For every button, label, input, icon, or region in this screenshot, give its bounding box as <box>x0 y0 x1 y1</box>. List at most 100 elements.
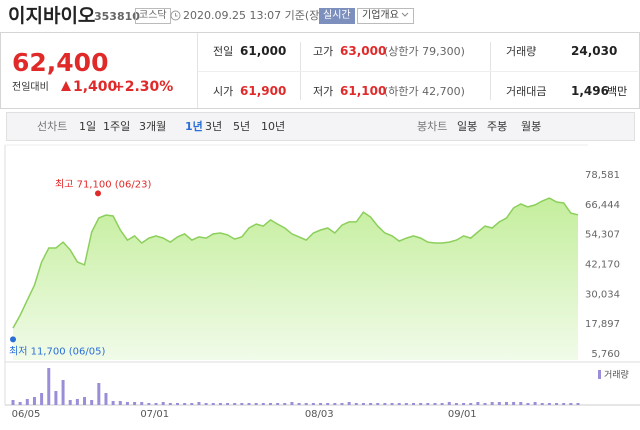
volume-legend-icon <box>598 370 601 379</box>
volume-bar <box>40 393 44 405</box>
range-button[interactable]: 10년 <box>261 120 286 133</box>
cell-label: 시가 <box>213 85 234 98</box>
clock-icon <box>170 10 181 21</box>
cell-label: 고가 <box>313 45 334 58</box>
company-dropdown[interactable]: 기업개요 <box>357 8 414 24</box>
volume-bar <box>61 380 65 405</box>
volume-bar <box>240 403 244 405</box>
x-tick-label: 08/03 <box>305 409 334 420</box>
volume-bar <box>340 403 344 405</box>
volume-bar <box>118 401 122 405</box>
volume-bar <box>297 403 301 405</box>
volume-bar <box>154 403 158 405</box>
cell-unit: 백만 <box>607 85 628 98</box>
divider <box>197 33 198 108</box>
change-rate: +2.30% <box>113 79 174 95</box>
cell-note: (하한가 42,700) <box>384 85 465 98</box>
volume-bar <box>254 403 258 405</box>
volume-bar <box>276 403 280 405</box>
cell-note: (상한가 79,300) <box>384 45 465 58</box>
range-button[interactable]: 1년 <box>185 120 203 133</box>
volume-bar <box>147 403 151 405</box>
candle-button[interactable]: 월봉 <box>521 120 542 133</box>
candle-chart-label: 봉차트 <box>417 120 448 133</box>
x-tick-label: 07/01 <box>140 409 169 420</box>
volume-bar <box>512 402 516 405</box>
cell-label: 거래대금 <box>506 85 547 98</box>
cell-value: 63,000 <box>340 44 387 58</box>
volume-bar <box>397 403 401 405</box>
volume-bar <box>290 402 294 405</box>
volume-bar <box>562 403 566 405</box>
volume-bar <box>111 401 115 405</box>
volume-bar <box>361 403 365 405</box>
candle-button[interactable]: 일봉 <box>457 120 478 133</box>
volume-bar <box>311 403 315 405</box>
volume-bar <box>218 403 222 405</box>
volume-bar <box>11 400 15 405</box>
cell-value: 61,100 <box>340 84 387 98</box>
volume-bar <box>233 403 237 405</box>
range-button[interactable]: 1일 <box>79 120 97 133</box>
volume-legend: 거래량 <box>604 369 629 381</box>
volume-bar <box>204 403 208 405</box>
volume-bar <box>97 383 101 405</box>
volume-bar <box>376 403 380 405</box>
candle-button[interactable]: 주봉 <box>487 120 508 133</box>
volume-bar <box>261 403 265 405</box>
y-tick-label: 42,170 <box>585 260 620 271</box>
volume-bar <box>75 399 79 405</box>
volume-bar <box>369 403 373 405</box>
volume-bar <box>483 403 487 405</box>
volume-bar <box>304 403 308 405</box>
volume-bar <box>326 403 330 405</box>
volume-bar <box>440 403 444 405</box>
volume-bar <box>168 403 172 405</box>
volume-bar <box>497 402 501 405</box>
range-button[interactable]: 3년 <box>205 120 223 133</box>
volume-bar <box>426 403 430 405</box>
volume-bar <box>211 403 215 405</box>
cell-label: 전일 <box>213 45 234 58</box>
volume-bar <box>133 402 137 405</box>
change-label: 전일대비 <box>12 82 49 93</box>
range-button[interactable]: 5년 <box>233 120 251 133</box>
volume-bar <box>104 393 108 405</box>
volume-bar <box>383 403 387 405</box>
volume-bar <box>476 402 480 405</box>
cell-value: 61,900 <box>240 84 287 98</box>
volume-bar <box>533 402 537 405</box>
market-badge: 코스닥 <box>135 8 171 24</box>
volume-bar <box>347 402 351 405</box>
volume-bar <box>197 402 201 405</box>
volume-bar <box>25 399 29 405</box>
realtime-button[interactable]: 실시간 <box>319 8 355 24</box>
divider <box>198 71 638 72</box>
volume-bar <box>469 403 473 405</box>
volume-bar <box>54 391 58 405</box>
volume-bar <box>226 403 230 405</box>
volume-bar <box>32 397 36 405</box>
stock-code: 353810 <box>94 10 140 23</box>
volume-bar <box>83 397 87 405</box>
volume-bar <box>68 400 72 405</box>
volume-bar <box>140 402 144 405</box>
up-arrow <box>61 81 71 91</box>
x-tick-label: 06/05 <box>12 409 41 420</box>
volume-bar <box>319 403 323 405</box>
volume-bar <box>490 402 494 405</box>
range-button[interactable]: 1주일 <box>103 120 131 133</box>
volume-bar <box>190 403 194 405</box>
cell-label: 거래량 <box>506 45 537 58</box>
y-tick-label: 78,581 <box>585 170 620 181</box>
volume-bar <box>268 403 272 405</box>
cell-value: 61,000 <box>240 44 287 58</box>
volume-bar <box>47 368 51 405</box>
volume-bar <box>419 403 423 405</box>
volume-bar <box>555 403 559 405</box>
y-tick-label: 66,444 <box>585 200 620 211</box>
volume-bar <box>390 403 394 405</box>
annotation-label: 최고 71,100 (06/23) <box>55 178 151 190</box>
range-button[interactable]: 3개월 <box>139 120 167 133</box>
